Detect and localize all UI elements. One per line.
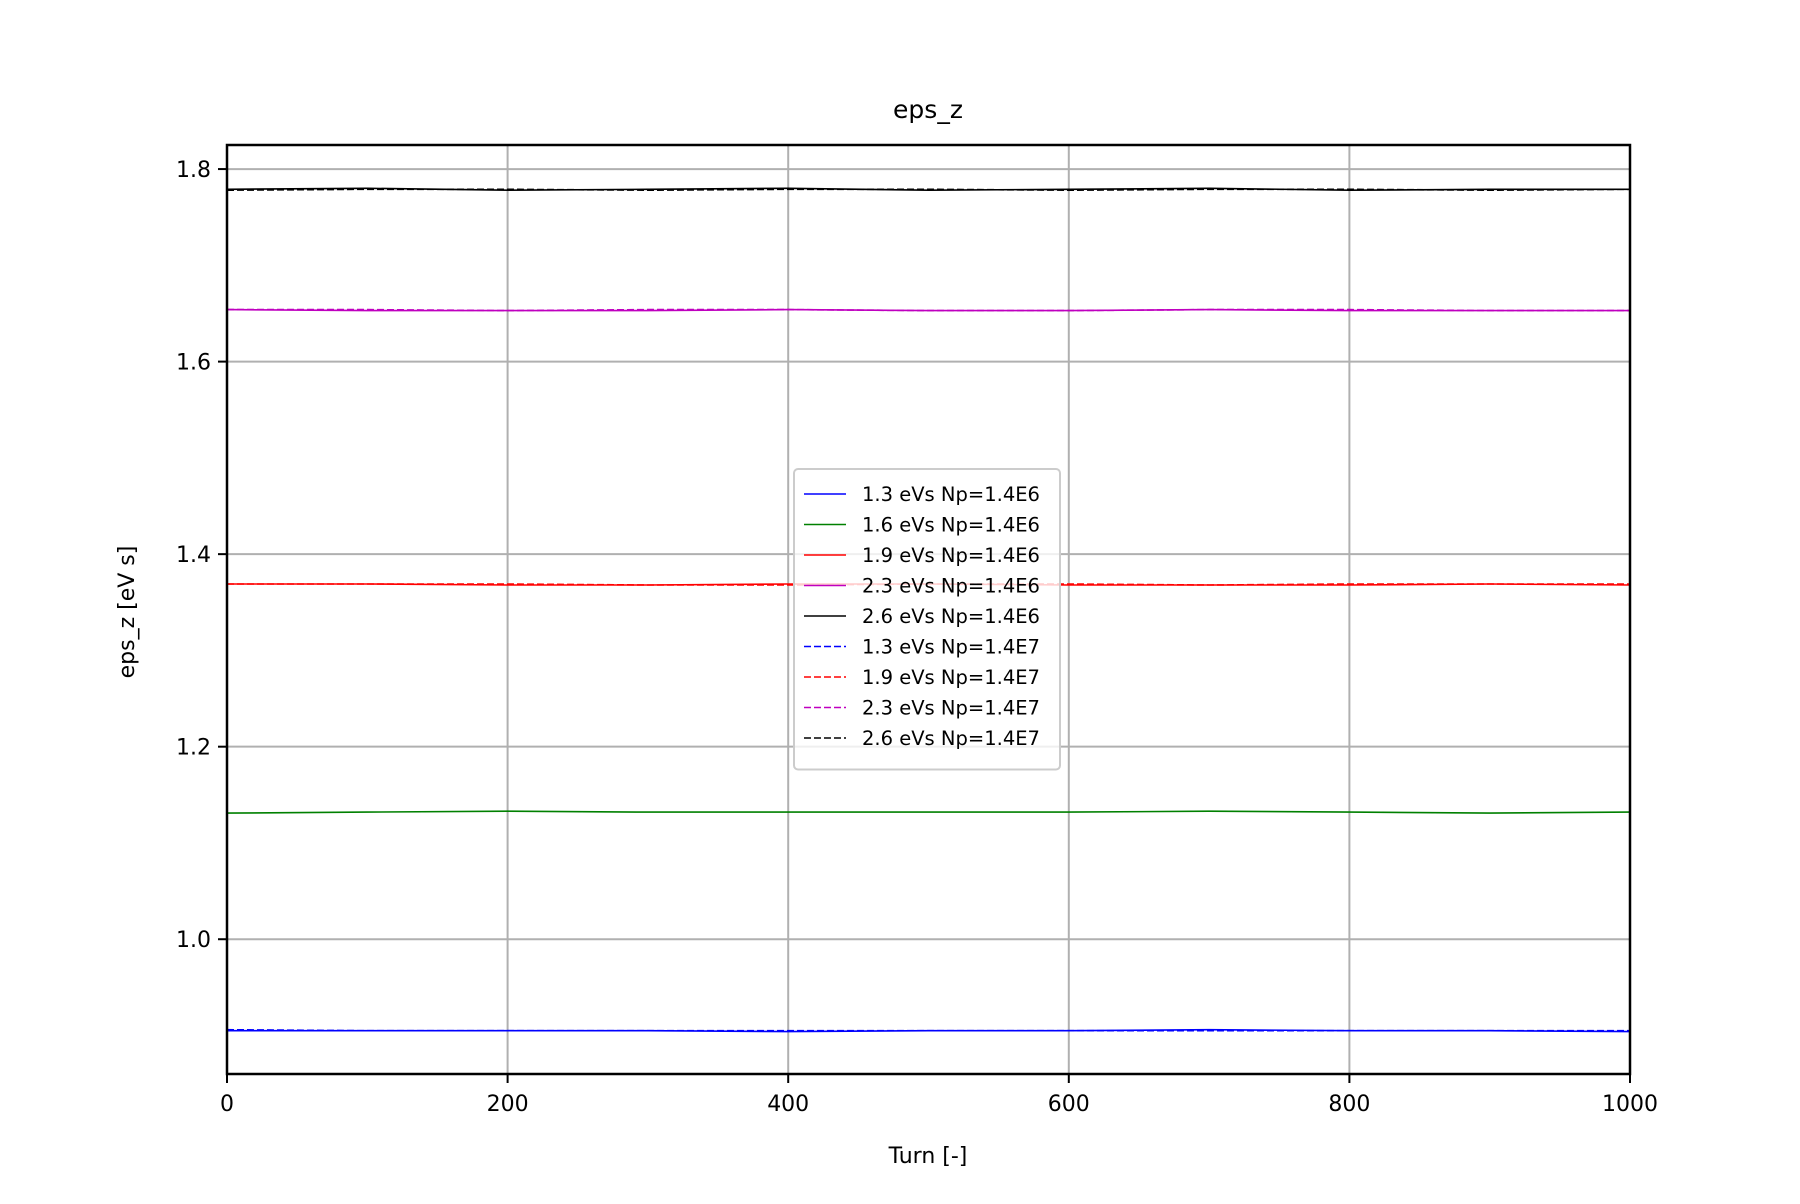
x-tick-label: 0 <box>220 1092 234 1117</box>
y-tick-label: 1.8 <box>176 158 211 183</box>
legend-label: 2.6 eVs Np=1.4E6 <box>862 605 1040 628</box>
legend: 1.3 eVs Np=1.4E6 1.6 eVs Np=1.4E6 1.9 eVs … <box>793 468 1061 771</box>
legend-label: 2.3 eVs Np=1.4E6 <box>862 575 1040 598</box>
legend-label: 2.6 eVs Np=1.4E7 <box>862 727 1040 750</box>
chart-title: eps_z <box>893 95 963 124</box>
legend-label: 1.3 eVs Np=1.4E6 <box>862 483 1040 506</box>
legend-label: 1.3 eVs Np=1.4E7 <box>862 636 1040 659</box>
legend-label: 2.3 eVs Np=1.4E7 <box>862 697 1040 720</box>
y-tick-label: 1.2 <box>176 736 211 761</box>
y-tick-label: 1.6 <box>176 351 211 376</box>
legend-label: 1.9 eVs Np=1.4E6 <box>862 544 1040 567</box>
x-tick-label: 800 <box>1328 1092 1370 1117</box>
x-tick-label: 600 <box>1048 1092 1090 1117</box>
y-axis-label: eps_z [eV s] <box>115 546 140 679</box>
x-tick-label: 400 <box>767 1092 809 1117</box>
series-line <box>227 308 1630 312</box>
y-tick-label: 1.0 <box>176 928 211 953</box>
series-line <box>226 810 1631 814</box>
x-tick-label: 200 <box>487 1092 529 1117</box>
x-tick-label: 1000 <box>1602 1092 1658 1117</box>
y-tick-label: 1.4 <box>176 543 211 568</box>
legend-box <box>793 468 1061 771</box>
series-line <box>226 1028 1630 1032</box>
legend-label: 1.9 eVs Np=1.4E7 <box>862 666 1040 689</box>
x-axis-label: Turn [-] <box>888 1144 968 1169</box>
grid <box>226 145 1631 1074</box>
series-line <box>226 188 1631 192</box>
legend-label: 1.6 eVs Np=1.4E6 <box>862 514 1040 537</box>
axis-ticks: 0 200 400 600 800 1000 1.0 1.2 1.4 1.6 1.8 <box>176 158 1658 1117</box>
plot-frame <box>225 143 1632 1076</box>
